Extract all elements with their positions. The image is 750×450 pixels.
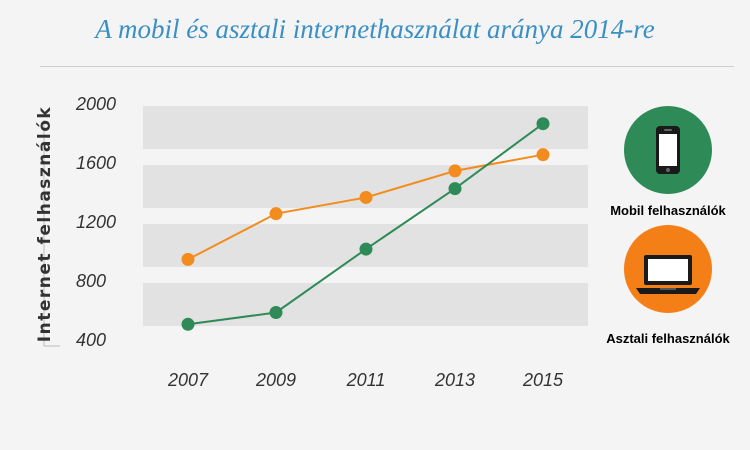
y-axis-label: Internet felhasználók xyxy=(35,106,55,342)
legend-label-mobile: Mobil felhasználók xyxy=(610,203,726,218)
grid-band xyxy=(143,283,588,326)
x-tick-label: 2009 xyxy=(255,370,296,390)
series-desktop xyxy=(181,148,550,266)
y-tick-label: 1200 xyxy=(76,212,116,232)
series-layer xyxy=(181,117,550,331)
y-axis-bracket xyxy=(43,120,60,347)
title-divider xyxy=(40,66,734,67)
y-tick-label: 400 xyxy=(76,330,106,350)
y-tick-labels: 400 800 1200 1600 2000 xyxy=(75,94,116,350)
data-point xyxy=(269,207,283,221)
chart-title: A mobil és asztali internethasználat ará… xyxy=(95,14,655,44)
data-point xyxy=(181,252,195,266)
smartphone-icon xyxy=(656,126,680,174)
grid-band xyxy=(143,106,588,149)
series-mobile xyxy=(181,117,550,331)
y-tick-label: 1600 xyxy=(76,153,116,173)
data-point xyxy=(181,317,195,331)
data-point xyxy=(448,182,462,196)
x-tick-label: 2013 xyxy=(434,370,475,390)
laptop-icon xyxy=(636,255,700,294)
y-tick-label: 2000 xyxy=(75,94,116,114)
y-tick-label: 800 xyxy=(76,271,106,291)
data-point xyxy=(536,148,550,162)
x-tick-label: 2015 xyxy=(522,370,564,390)
data-point xyxy=(269,306,283,319)
data-point xyxy=(359,190,373,204)
data-point xyxy=(359,242,373,256)
data-point xyxy=(536,117,550,131)
x-tick-label: 2011 xyxy=(346,370,386,390)
data-point xyxy=(448,164,462,178)
legend-desktop xyxy=(624,225,712,313)
x-tick-label: 2007 xyxy=(167,370,209,390)
legend-mobile xyxy=(624,106,712,194)
legend-label-desktop: Asztali felhasználók xyxy=(606,331,730,346)
x-tick-labels: 2007 2009 2011 2013 2015 xyxy=(167,370,564,390)
